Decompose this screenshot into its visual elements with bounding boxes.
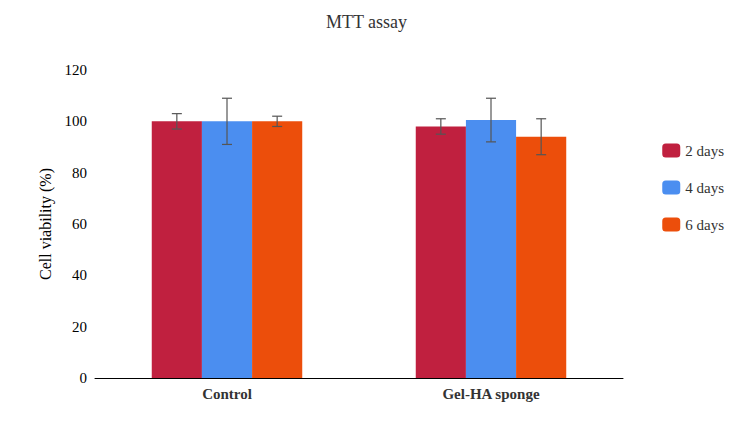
svg-text:60: 60 xyxy=(72,216,87,232)
svg-text:Gel-HA sponge: Gel-HA sponge xyxy=(442,386,539,402)
svg-text:Control: Control xyxy=(202,386,252,402)
svg-text:2 days: 2 days xyxy=(685,143,724,159)
svg-text:Cell viability (%): Cell viability (%) xyxy=(37,168,55,280)
svg-text:4 days: 4 days xyxy=(685,180,724,196)
svg-text:6 days: 6 days xyxy=(685,217,724,233)
svg-text:120: 120 xyxy=(65,62,88,78)
svg-text:100: 100 xyxy=(65,113,88,129)
svg-text:MTT assay: MTT assay xyxy=(326,12,407,32)
svg-text:40: 40 xyxy=(72,267,87,283)
svg-text:80: 80 xyxy=(72,165,87,181)
svg-text:20: 20 xyxy=(72,319,87,335)
svg-text:0: 0 xyxy=(80,370,88,386)
